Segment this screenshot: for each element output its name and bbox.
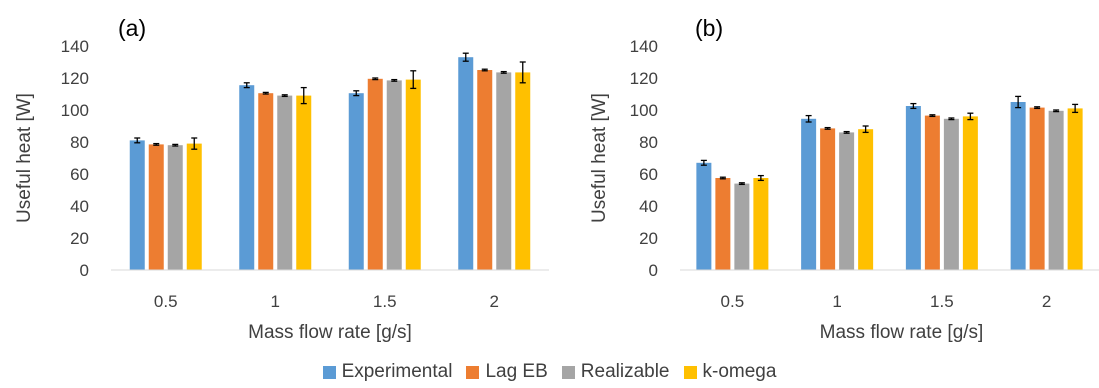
bar: [753, 178, 769, 270]
x-tick-label: 0.5: [154, 292, 178, 311]
y-axis-title: Useful heat [W]: [589, 93, 610, 223]
bar: [820, 128, 836, 270]
bar: [277, 95, 293, 270]
y-tick-label: 0: [649, 261, 658, 280]
legend-label-lag-eb: Lag EB: [485, 361, 548, 382]
y-tick-label: 40: [639, 197, 658, 216]
bar: [296, 95, 312, 270]
y-tick-label: 100: [61, 101, 89, 120]
bar: [1029, 107, 1045, 270]
bar: [715, 178, 731, 270]
bar: [1010, 102, 1026, 270]
chart-panel-a: (a) 0 20 40 60 80 100 120 140 Useful heat [W] 0.5 1…: [14, 15, 549, 343]
y-tick-label: 60: [70, 165, 89, 184]
bar: [458, 57, 474, 271]
legend-swatch-experimental: [322, 365, 336, 379]
legend-label-realizable: Realizable: [580, 361, 670, 382]
x-tick-label: 1.5: [373, 292, 397, 311]
bar: [477, 70, 493, 270]
y-tick-label: 20: [639, 229, 658, 248]
bar: [734, 183, 750, 270]
bar: [129, 140, 145, 270]
bar: [386, 80, 402, 271]
legend-swatch-lag-eb: [466, 365, 480, 379]
x-tick-label: 1: [271, 292, 280, 311]
y-tick-label: 120: [61, 69, 89, 88]
y-tick-label: 40: [70, 197, 89, 216]
bar: [258, 93, 274, 270]
x-axis-title: Mass flow rate [g/s]: [820, 322, 984, 343]
bar: [905, 106, 921, 270]
panel-label: (a): [118, 15, 146, 41]
legend-item-experimental: Experimental: [322, 361, 453, 383]
bar: [167, 145, 183, 270]
y-tick-label: 0: [80, 261, 89, 280]
bar: [367, 78, 383, 270]
legend-label-experimental: Experimental: [341, 361, 453, 382]
legend-item-lag-eb: Lag EB: [466, 361, 548, 383]
panel-label: (b): [695, 15, 723, 41]
x-axis-title: Mass flow rate [g/s]: [248, 322, 412, 343]
x-tick-label: 2: [490, 292, 499, 311]
bar: [962, 116, 978, 271]
bar: [515, 72, 531, 271]
bar: [924, 115, 940, 270]
x-tick-label: 1.5: [930, 292, 954, 311]
x-tick-label: 2: [1042, 292, 1051, 311]
legend-item-realizable: Realizable: [561, 361, 670, 383]
bar: [148, 144, 164, 270]
bar: [1048, 110, 1064, 270]
y-tick-label: 140: [630, 37, 658, 56]
bar: [839, 132, 855, 270]
bar: [801, 118, 817, 270]
bar: [348, 93, 364, 270]
bar: [239, 85, 255, 270]
bar: [186, 143, 202, 270]
bar: [496, 72, 512, 271]
x-tick-label: 0.5: [721, 292, 745, 311]
legend-item-k-omega: k-omega: [683, 361, 777, 383]
x-tick-label: 1: [832, 292, 841, 311]
y-tick-label: 100: [630, 101, 658, 120]
y-tick-label: 120: [630, 69, 658, 88]
bar: [405, 79, 421, 270]
legend-swatch-k-omega: [683, 365, 697, 379]
bar: [696, 162, 712, 270]
y-axis-title: Useful heat [W]: [14, 93, 35, 223]
legend-swatch-realizable: [561, 365, 575, 379]
y-tick-label: 20: [70, 229, 89, 248]
y-tick-label: 80: [70, 133, 89, 152]
y-tick-label: 140: [61, 37, 89, 56]
bar: [943, 118, 959, 270]
y-tick-label: 80: [639, 133, 658, 152]
bar: [1067, 108, 1083, 271]
chart-panel-b: (b) 0 20 40 60 80 100 120 140 Useful heat [W] 0.5 1…: [589, 15, 1099, 343]
legend-label-k-omega: k-omega: [702, 361, 777, 382]
legend: Experimental Lag EB Realizable k-omega: [0, 360, 1099, 384]
y-tick-label: 60: [639, 165, 658, 184]
bar: [858, 129, 874, 270]
